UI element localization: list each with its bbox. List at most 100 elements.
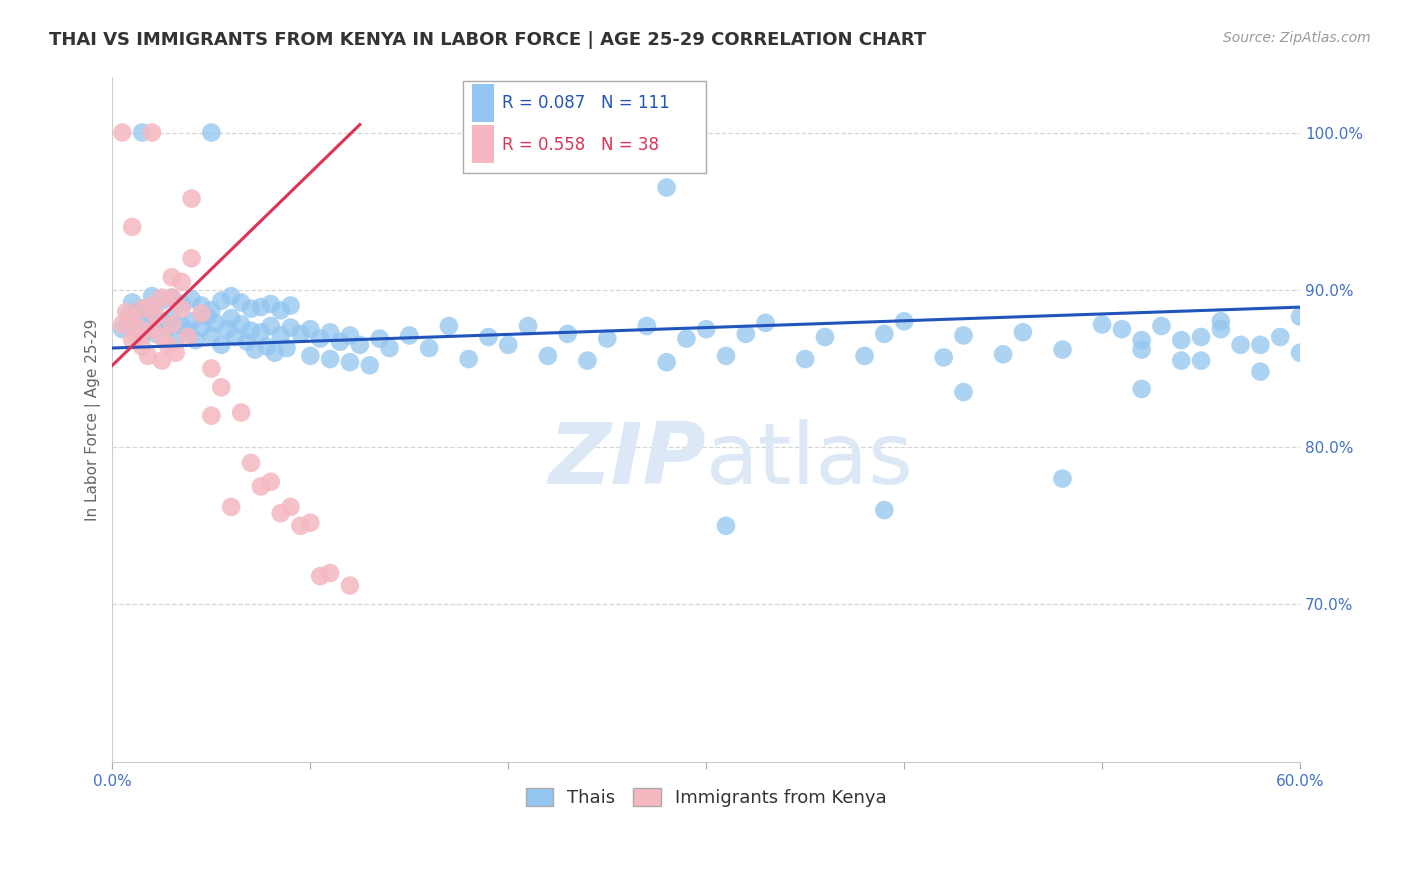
- Point: [200, 126, 222, 140]
- Point: [280, 500, 302, 514]
- Point: [160, 291, 183, 305]
- Point: [160, 318, 183, 332]
- Point: [209, 293, 232, 308]
- Point: [280, 320, 302, 334]
- Point: [229, 295, 252, 310]
- Point: [299, 322, 322, 336]
- Point: [755, 316, 778, 330]
- Point: [121, 219, 143, 234]
- Point: [136, 316, 159, 330]
- Point: [219, 311, 242, 326]
- Point: [290, 518, 312, 533]
- Point: [260, 475, 283, 489]
- Point: [125, 305, 148, 319]
- Point: [714, 518, 737, 533]
- Point: [219, 289, 242, 303]
- Point: [260, 318, 283, 333]
- Point: [190, 320, 212, 334]
- Point: [150, 353, 173, 368]
- Point: [141, 126, 163, 140]
- Legend: Thais, Immigrants from Kenya: Thais, Immigrants from Kenya: [519, 780, 894, 814]
- Point: [596, 332, 619, 346]
- Point: [150, 291, 173, 305]
- Point: [339, 578, 361, 592]
- Point: [276, 341, 298, 355]
- Point: [209, 380, 232, 394]
- Point: [127, 330, 149, 344]
- Point: [217, 322, 239, 336]
- Point: [111, 318, 134, 332]
- Point: [1111, 322, 1133, 336]
- Point: [873, 503, 896, 517]
- Point: [150, 314, 173, 328]
- Point: [200, 409, 222, 423]
- Point: [576, 353, 599, 368]
- Point: [349, 338, 371, 352]
- Point: [250, 479, 273, 493]
- Point: [165, 332, 187, 346]
- Point: [794, 352, 817, 367]
- Point: [121, 318, 143, 332]
- Point: [176, 324, 198, 338]
- Point: [319, 352, 342, 367]
- Point: [873, 326, 896, 341]
- Point: [263, 345, 285, 359]
- Point: [853, 349, 876, 363]
- Point: [714, 349, 737, 363]
- Point: [190, 299, 212, 313]
- Point: [368, 332, 391, 346]
- Point: [734, 326, 756, 341]
- Point: [477, 330, 499, 344]
- Point: [1249, 338, 1271, 352]
- Point: [145, 326, 167, 341]
- Point: [270, 506, 292, 520]
- Bar: [472, 84, 494, 122]
- Point: [1229, 338, 1251, 352]
- Point: [121, 295, 143, 310]
- Point: [814, 330, 837, 344]
- Point: [1130, 333, 1153, 347]
- Point: [1289, 310, 1312, 324]
- Point: [229, 318, 252, 332]
- Point: [243, 343, 266, 357]
- Point: [170, 318, 193, 333]
- Point: [457, 352, 479, 367]
- Point: [339, 328, 361, 343]
- Point: [1012, 326, 1035, 340]
- Point: [141, 308, 163, 322]
- Point: [1052, 472, 1074, 486]
- Point: [229, 405, 252, 419]
- Point: [115, 305, 138, 319]
- Point: [180, 192, 202, 206]
- Point: [1170, 353, 1192, 368]
- Point: [398, 328, 420, 343]
- Point: [1189, 330, 1212, 344]
- Point: [117, 310, 139, 324]
- Point: [200, 328, 222, 343]
- Text: R = 0.087   N = 111: R = 0.087 N = 111: [502, 95, 669, 112]
- Point: [200, 303, 222, 318]
- Point: [224, 330, 246, 344]
- Point: [309, 332, 332, 346]
- Point: [131, 301, 153, 316]
- Point: [991, 347, 1014, 361]
- Text: R = 0.558   N = 38: R = 0.558 N = 38: [502, 136, 659, 153]
- Point: [299, 349, 322, 363]
- Point: [141, 289, 163, 303]
- Point: [111, 126, 134, 140]
- Point: [498, 338, 520, 352]
- Point: [378, 341, 401, 355]
- Point: [1052, 343, 1074, 357]
- Point: [136, 349, 159, 363]
- Point: [1270, 330, 1292, 344]
- Point: [121, 333, 143, 347]
- Point: [359, 359, 381, 373]
- Point: [1209, 314, 1232, 328]
- Point: [200, 361, 222, 376]
- Point: [209, 338, 232, 352]
- Point: [239, 456, 262, 470]
- FancyBboxPatch shape: [463, 81, 706, 173]
- Point: [270, 328, 292, 343]
- Point: [145, 308, 167, 322]
- Point: [165, 345, 187, 359]
